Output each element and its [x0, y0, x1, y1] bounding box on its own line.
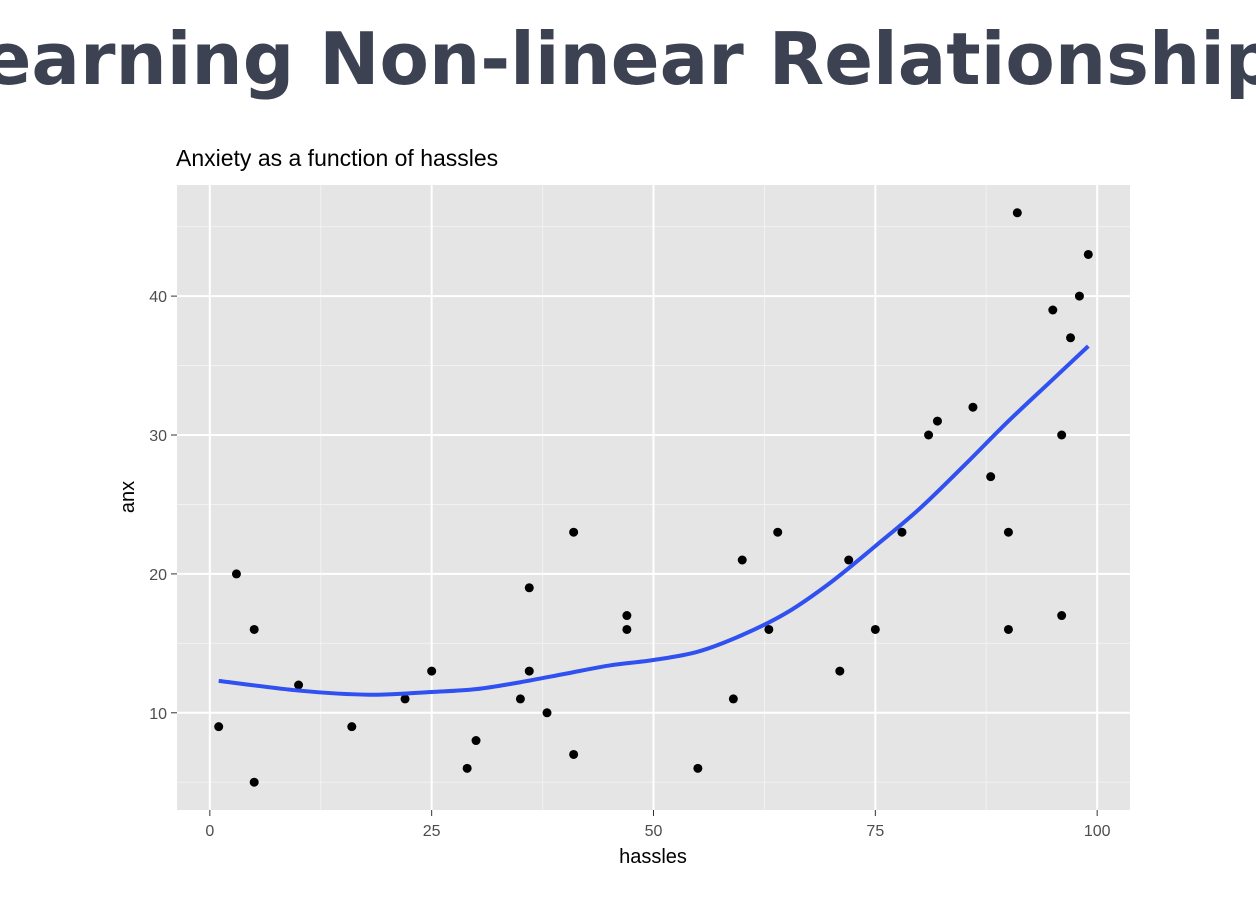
point: [1057, 611, 1067, 621]
x-tick-label: 75: [866, 823, 884, 840]
smooth-line: [218, 344, 1090, 697]
point: [986, 472, 996, 482]
point: [968, 402, 978, 412]
point: [515, 694, 525, 704]
point: [693, 763, 703, 773]
x-tick-label: 100: [1084, 823, 1111, 840]
x-axis-label: hassles: [619, 846, 687, 868]
point: [1003, 624, 1013, 634]
point: [1083, 249, 1093, 259]
point: [1003, 527, 1013, 537]
point: [932, 416, 942, 426]
x-tick-label: 50: [645, 823, 663, 840]
point: [400, 694, 410, 704]
point: [1057, 430, 1067, 440]
point: [524, 666, 534, 676]
x-tick-label: 25: [423, 823, 441, 840]
y-axis-label: anx: [117, 481, 139, 513]
point: [773, 527, 783, 537]
point: [427, 666, 437, 676]
point: [835, 666, 845, 676]
point: [347, 722, 357, 732]
chart-title: Anxiety as a function of hassles: [176, 145, 498, 171]
y-tick-label: 30: [149, 428, 167, 445]
point: [622, 611, 632, 621]
point: [542, 708, 552, 718]
x-tick-label: 0: [205, 823, 214, 840]
point: [214, 722, 224, 732]
y-tick-label: 40: [149, 289, 167, 306]
point: [764, 624, 774, 634]
point: [294, 680, 304, 690]
point: [1066, 333, 1076, 343]
point: [1012, 208, 1022, 218]
point: [471, 736, 481, 746]
y-tick-label: 20: [149, 567, 167, 584]
point: [569, 527, 579, 537]
point: [462, 763, 472, 773]
point: [924, 430, 934, 440]
point: [737, 555, 747, 565]
point: [1074, 291, 1084, 301]
point: [728, 694, 738, 704]
point: [622, 624, 632, 634]
y-tick-label: 10: [149, 706, 167, 723]
point: [231, 569, 241, 579]
point: [844, 555, 854, 565]
point: [870, 624, 880, 634]
point: [897, 527, 907, 537]
point: [1048, 305, 1058, 315]
point: [249, 624, 259, 634]
point: [524, 583, 534, 593]
slide-title: Learning Non-linear Relationships: [0, 17, 1256, 101]
point: [249, 777, 259, 787]
point: [569, 749, 579, 759]
